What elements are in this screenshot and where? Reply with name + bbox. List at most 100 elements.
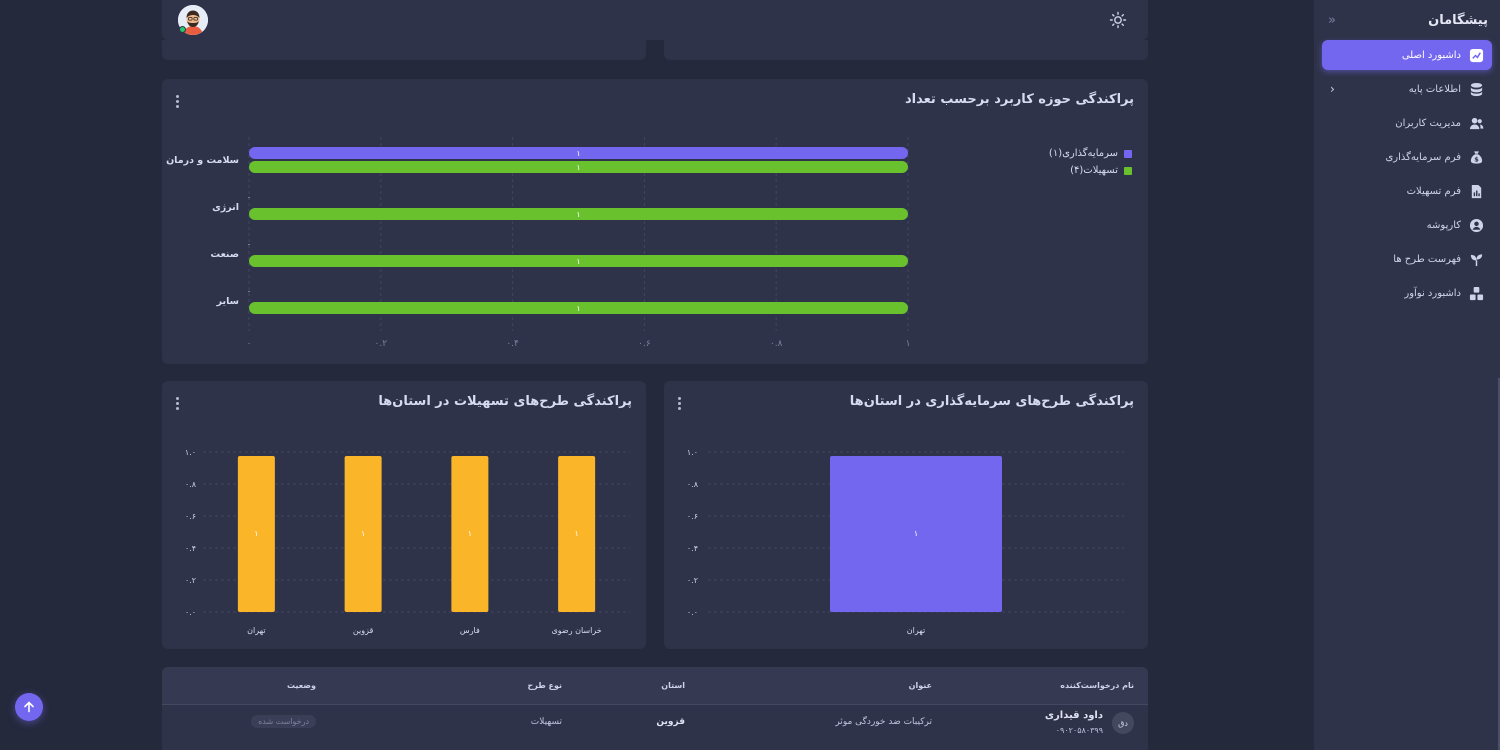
- boxes-icon: [1469, 286, 1484, 301]
- bar-value-label: ۱: [576, 210, 580, 219]
- bar: [249, 161, 908, 173]
- bar-value-label: ۱: [574, 529, 578, 538]
- status-badge: درخواست شده: [251, 715, 316, 728]
- sidebar-item-label: داشبورد نوآور: [1404, 287, 1461, 299]
- trend-chart-icon: [1469, 48, 1484, 63]
- sidebar-item-user-management[interactable]: مدیریت کاربران: [1322, 108, 1492, 138]
- legend-label: سرمایه‌گذاری(۱): [1048, 148, 1118, 159]
- legend-item-investment[interactable]: سرمایه‌گذاری(۱): [1049, 148, 1132, 159]
- category-label: قزوین: [353, 626, 374, 635]
- plan-title: ترکیبات ضد خوردگی موثر: [835, 717, 932, 727]
- investment-province-card: پراکندگی طرح‌های سرمایه‌گذاری در استان‌ه…: [664, 381, 1148, 649]
- chevron-left-icon: ‹: [1330, 82, 1335, 96]
- sidebar-item-plan-list[interactable]: فهرست طرح ها: [1322, 244, 1492, 274]
- horizontal-bar-chart: ۰ ۰.۲ ۰.۴ ۰.۶ ۰.۸ ۱ سلامت و درمان ۱ ۱ انرژی ۰ ۱ صنعت…: [166, 137, 911, 349]
- y-tick-label: ۰.۴: [185, 544, 196, 553]
- requests-table: نام درخواست‌کننده عنوان استان نوع طرح وض…: [162, 667, 1148, 750]
- sidebar-item-main-dashboard[interactable]: داشبورد اصلی: [1322, 40, 1492, 70]
- legend-label: تسهیلات(۴): [1070, 165, 1118, 176]
- column-header-type[interactable]: نوع طرح: [527, 681, 562, 690]
- scroll-to-top-button[interactable]: [15, 693, 43, 721]
- category-label: سایر: [216, 296, 239, 307]
- investment-bar-chart: ۰.۰ ۰.۲ ۰.۴ ۰.۶ ۰.۸ ۱.۰ ۱ تهران: [687, 448, 1124, 635]
- y-tick-label: ۱.۰: [185, 448, 196, 457]
- column-header-applicant[interactable]: نام درخواست‌کننده: [1060, 681, 1134, 690]
- y-tick-label: ۰.۶: [185, 512, 196, 521]
- more-options-icon[interactable]: [176, 95, 180, 110]
- more-options-icon[interactable]: [176, 397, 180, 412]
- column-header-province[interactable]: استان: [661, 681, 685, 690]
- database-icon: [1469, 82, 1484, 97]
- y-tick-label: ۰.۶: [687, 512, 698, 521]
- facilities-province-card: پراکندگی طرح‌های تسهیلات در استان‌ها ۰.۰…: [162, 381, 646, 649]
- sidebar-scrollbar[interactable]: [1498, 378, 1500, 750]
- x-tick-label: ۰.۶: [638, 339, 651, 349]
- chart-legend: سرمایه‌گذاری(۱) تسهیلات(۴): [1049, 148, 1132, 182]
- applicant-name: داود قیداری: [1044, 710, 1103, 721]
- more-options-icon[interactable]: [678, 397, 682, 412]
- bar-value-label: ۰: [247, 193, 251, 202]
- sidebar-item-investment-form[interactable]: $ فرم سرمایه‌گذاری: [1322, 142, 1492, 172]
- y-tick-label: ۰.۲: [185, 576, 196, 585]
- bar-value-label: ۱: [576, 257, 580, 266]
- brand-name: پیشگامان: [1428, 12, 1488, 28]
- category-label: صنعت: [211, 249, 239, 260]
- y-tick-label: ۰.۰: [687, 608, 698, 617]
- legend-item-facilities[interactable]: تسهیلات(۴): [1049, 165, 1132, 176]
- y-tick-label: ۰.۰: [185, 608, 196, 617]
- table-row[interactable]: دق داود قیداری ۰۹۰۲۰۵۸۰۳۹۹ ترکیبات ضد خو…: [162, 706, 1148, 750]
- bar: [237, 456, 275, 612]
- legend-swatch: [1124, 166, 1132, 175]
- online-status-dot: [179, 26, 186, 33]
- legend-swatch: [1124, 149, 1132, 158]
- sidebar-item-label: فرم سرمایه‌گذاری: [1385, 151, 1461, 163]
- y-tick-label: ۰.۸: [185, 480, 197, 489]
- x-tick-label: ۰.۸: [770, 339, 783, 349]
- category-label: فارس: [460, 626, 480, 635]
- bar: [249, 208, 908, 220]
- bar-value-label: ۰: [247, 240, 251, 249]
- x-tick-label: ۰.۴: [506, 339, 519, 349]
- sidebar-item-innovator-dashboard[interactable]: داشبورد نوآور: [1322, 278, 1492, 308]
- sidebar-item-workfolder[interactable]: کارپوشه: [1322, 210, 1492, 240]
- bar: [344, 456, 382, 612]
- category-label: خراسان رضوی: [552, 626, 602, 635]
- bar: [451, 456, 489, 612]
- category-label: تهران: [907, 626, 925, 635]
- collapse-sidebar-icon[interactable]: «: [1328, 12, 1336, 28]
- bar: [830, 456, 1002, 612]
- card-title: پراکندگی طرح‌های سرمایه‌گذاری در استان‌ه…: [849, 394, 1134, 409]
- bar-value-label: ۱: [576, 149, 580, 158]
- category-label: سلامت و درمان: [166, 155, 239, 166]
- bar-value-label: ۱: [914, 529, 918, 538]
- stat-card-partial: [664, 40, 1148, 60]
- sidebar-item-label: فهرست طرح ها: [1393, 253, 1461, 265]
- sidebar-item-label: کارپوشه: [1426, 219, 1461, 231]
- column-header-status[interactable]: وضعیت: [287, 681, 316, 690]
- svg-text:$: $: [1474, 155, 1479, 163]
- field-distribution-card: پراکندگی حوزه کاربرد برحسب تعداد سرمایه‌…: [162, 79, 1148, 364]
- file-chart-icon: [1469, 184, 1484, 199]
- x-tick-label: ۱: [906, 339, 911, 349]
- facilities-bar-chart: ۰.۰ ۰.۲ ۰.۴ ۰.۶ ۰.۸ ۱.۰ ۱ خراسان رضوی ۱ فارس ۱ قزوی…: [185, 448, 630, 635]
- arrow-up-icon: [24, 701, 34, 713]
- column-header-title[interactable]: عنوان: [908, 681, 932, 690]
- sun-theme-icon[interactable]: [1109, 11, 1127, 29]
- money-bag-icon: $: [1469, 150, 1484, 165]
- bar-value-label: ۱: [361, 529, 365, 538]
- y-tick-label: ۰.۴: [687, 544, 698, 553]
- sidebar-item-base-info[interactable]: اطلاعات پایه ‹: [1322, 74, 1492, 104]
- applicant-phone: ۰۹۰۲۰۵۸۰۳۹۹: [1055, 726, 1103, 735]
- sidebar-item-label: مدیریت کاربران: [1395, 117, 1461, 129]
- plan-province: قزوین: [656, 717, 685, 727]
- sidebar-item-facilities-form[interactable]: فرم تسهیلات: [1322, 176, 1492, 206]
- bar: [249, 255, 908, 267]
- sidebar-item-label: فرم تسهیلات: [1406, 185, 1461, 197]
- applicant-avatar: دق: [1112, 712, 1134, 734]
- category-label: تهران: [247, 626, 265, 635]
- bar: [558, 456, 596, 612]
- y-tick-label: ۰.۸: [687, 480, 699, 489]
- plant-icon: [1469, 252, 1484, 267]
- sidebar-nav: داشبورد اصلی اطلاعات پایه ‹ مدیریت کاربر…: [1314, 40, 1500, 308]
- bar: [249, 302, 908, 314]
